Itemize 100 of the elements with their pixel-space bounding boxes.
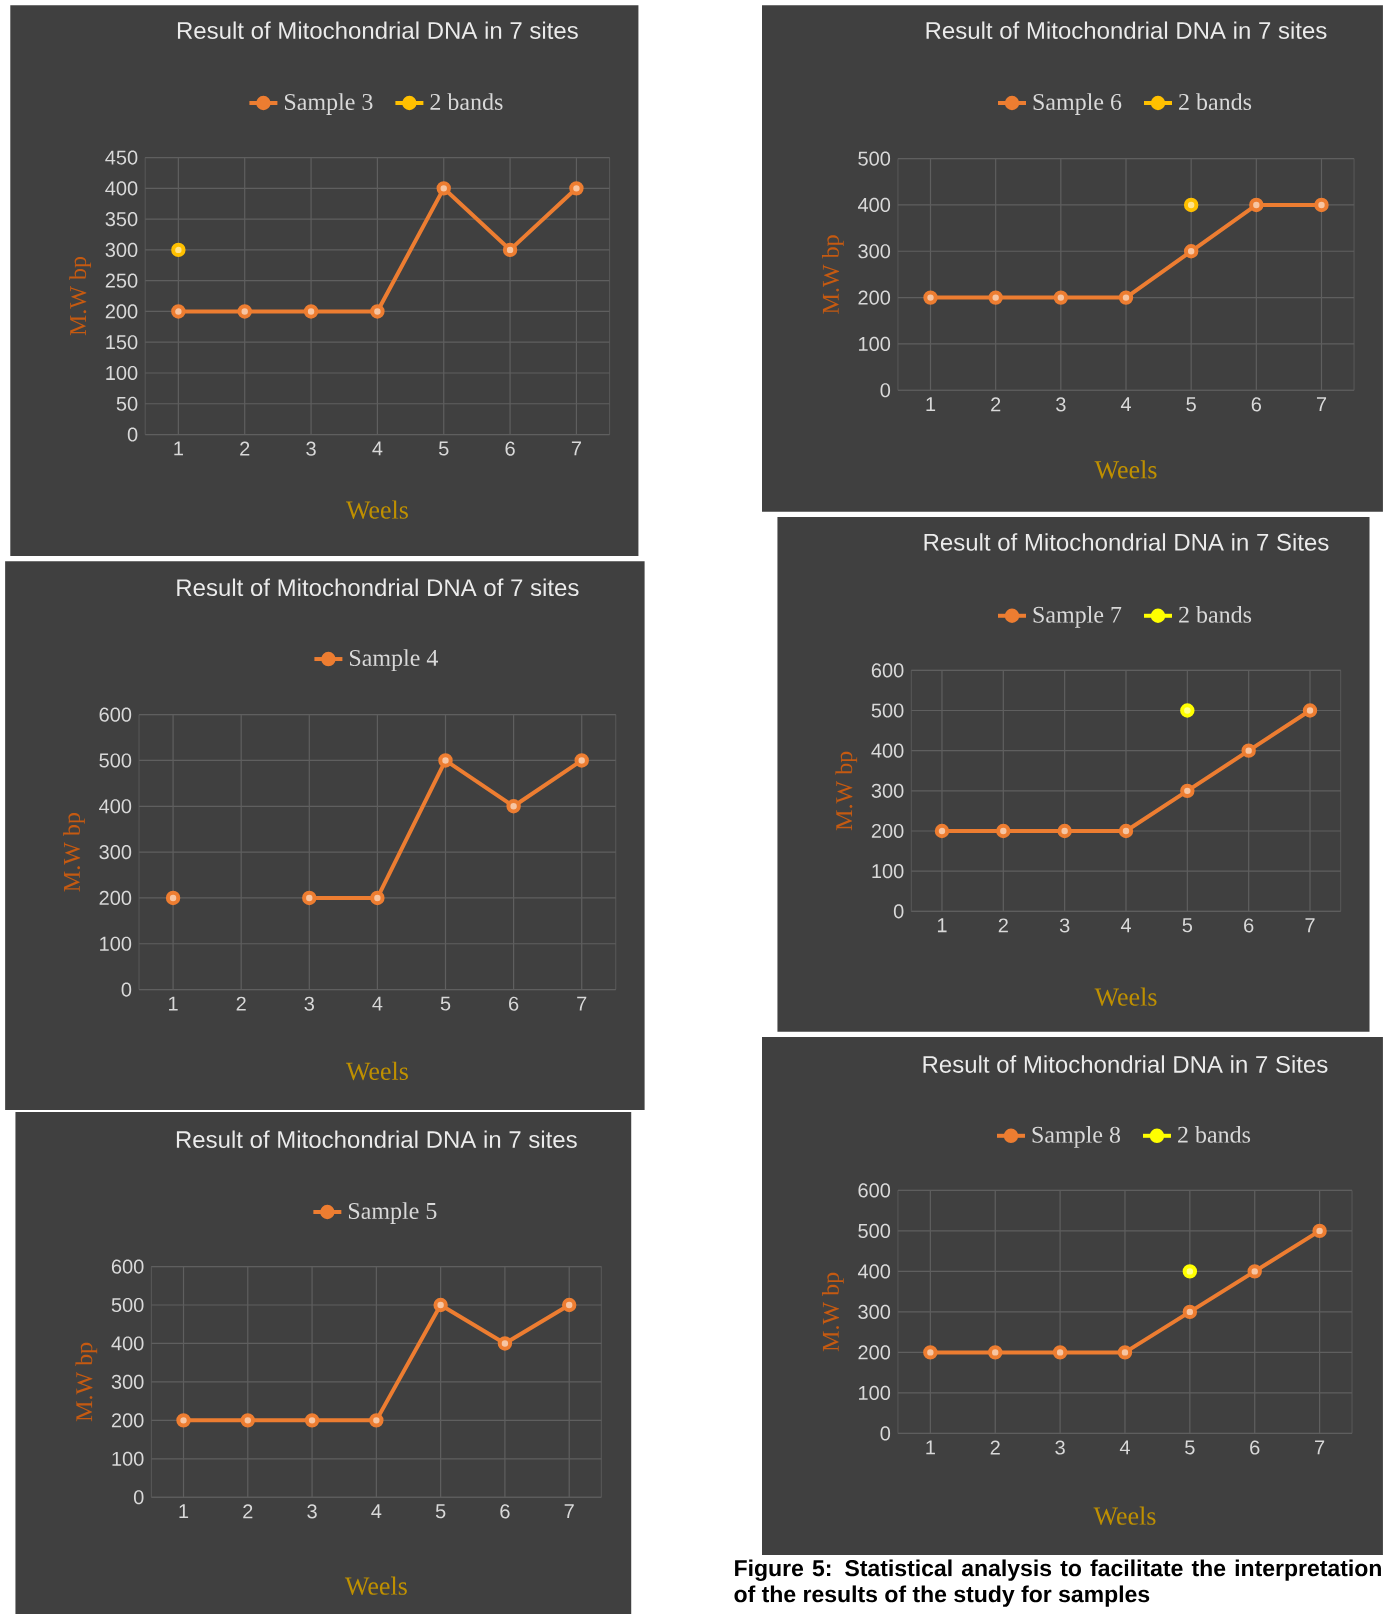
point xyxy=(1117,1345,1133,1360)
x-axis-title: Weels xyxy=(1094,460,1157,479)
y-tick-label: 400 xyxy=(105,181,138,196)
point xyxy=(1249,197,1264,213)
x-axis-title: Weels xyxy=(344,1576,407,1596)
y-axis-title: M.W bp xyxy=(821,1272,844,1352)
point xyxy=(1052,1345,1068,1360)
x-tick-label: 6 xyxy=(505,441,515,456)
point xyxy=(1182,1264,1198,1279)
x-tick-label: 5 xyxy=(435,1504,446,1519)
x-tick-label: 1 xyxy=(179,1504,189,1519)
y-tick-label: 150 xyxy=(106,335,138,350)
x-tick-label: 5 xyxy=(438,441,449,456)
point xyxy=(502,242,518,258)
point xyxy=(370,304,385,319)
x-tick-label: 1 xyxy=(174,441,183,456)
y-tick-label: 300 xyxy=(105,242,138,257)
y-tick-label: 600 xyxy=(858,1183,891,1198)
y-tick-label: 500 xyxy=(111,1297,144,1313)
x-axis-title: Weels xyxy=(1094,987,1157,1006)
x-axis-title: Weels xyxy=(345,500,408,519)
y-tick-label: 500 xyxy=(99,753,132,768)
y-tick-label: 0 xyxy=(133,1490,144,1505)
y-tick-label: 500 xyxy=(858,1223,891,1238)
x-tick-label: 3 xyxy=(306,441,316,456)
point xyxy=(438,753,453,768)
point xyxy=(304,1413,320,1428)
x-tick-label: 3 xyxy=(304,996,314,1011)
point xyxy=(302,890,317,906)
point xyxy=(1180,703,1195,718)
x-tick-label: 2 xyxy=(990,1440,1000,1455)
point xyxy=(561,1297,577,1313)
x-tick-label: 2 xyxy=(998,918,1008,933)
point xyxy=(569,181,584,196)
point xyxy=(1057,823,1072,839)
x-tick-label: 4 xyxy=(1120,918,1131,933)
x-axis-title: Weels xyxy=(345,1061,408,1081)
y-tick-label: 500 xyxy=(858,151,891,166)
x-tick-label: 7 xyxy=(1315,1440,1325,1455)
x-tick-label: 3 xyxy=(307,1504,317,1519)
point xyxy=(436,181,451,196)
x-tick-label: 4 xyxy=(372,996,383,1011)
legend-label: Sample 6 xyxy=(1033,93,1122,115)
y-tick-label: 500 xyxy=(871,703,904,718)
x-tick-label: 2 xyxy=(991,397,1001,412)
point xyxy=(1053,290,1069,305)
y-tick-label: 300 xyxy=(858,244,891,259)
y-tick-label: 100 xyxy=(872,864,904,879)
point xyxy=(1312,1223,1327,1239)
legend-label: 2 bands xyxy=(430,93,503,111)
point xyxy=(165,890,181,906)
point xyxy=(988,1345,1003,1360)
y-tick-label: 0 xyxy=(127,427,138,442)
y-tick-label: 50 xyxy=(116,396,138,411)
x-tick-label: 1 xyxy=(937,918,947,933)
y-tick-label: 200 xyxy=(105,304,138,319)
point xyxy=(303,304,319,319)
point xyxy=(1118,823,1134,839)
point xyxy=(237,304,252,319)
point xyxy=(497,1336,513,1351)
y-tick-label: 400 xyxy=(857,1264,891,1279)
y-tick-label: 100 xyxy=(106,365,138,381)
point xyxy=(988,290,1003,305)
y-axis-title: M.W bp xyxy=(63,813,85,892)
point xyxy=(1247,1264,1262,1279)
x-tick-label: 7 xyxy=(1305,918,1315,933)
x-tick-label: 3 xyxy=(1056,397,1066,412)
y-tick-label: 100 xyxy=(859,1385,891,1400)
point xyxy=(923,1345,938,1360)
point xyxy=(433,1297,448,1313)
legend-label: Sample 5 xyxy=(348,1202,437,1224)
point xyxy=(369,1413,384,1428)
x-tick-label: 6 xyxy=(1250,1440,1260,1455)
y-axis-title: M.W bp xyxy=(835,751,858,831)
x-tick-label: 4 xyxy=(372,441,383,456)
x-tick-label: 5 xyxy=(1185,1440,1195,1455)
y-tick-label: 100 xyxy=(859,336,891,352)
x-tick-label: 5 xyxy=(440,996,451,1011)
point xyxy=(1118,290,1134,305)
x-tick-label: 4 xyxy=(1119,1440,1130,1455)
legend-label: 2 bands xyxy=(1178,1125,1251,1143)
point xyxy=(1182,1304,1198,1320)
y-tick-label: 600 xyxy=(871,663,904,678)
y-tick-label: 100 xyxy=(100,936,132,951)
point xyxy=(1302,703,1318,718)
point xyxy=(171,304,186,319)
legend-label: Sample 7 xyxy=(1033,605,1122,628)
y-tick-label: 250 xyxy=(105,273,138,288)
x-tick-label: 1 xyxy=(926,397,936,412)
point xyxy=(934,823,950,839)
y-tick-label: 0 xyxy=(121,982,132,997)
x-tick-label: 4 xyxy=(1120,397,1131,412)
y-axis-title: M.W bp xyxy=(75,1342,98,1422)
chart-title: Result of Mitochondrial DNA of 7 sites xyxy=(177,578,579,597)
x-tick-label: 7 xyxy=(564,1504,574,1519)
chart-title: Result of Mitochondrial DNA in 7 sites xyxy=(177,21,578,40)
point xyxy=(370,890,385,906)
point xyxy=(1241,743,1256,758)
point xyxy=(506,799,521,814)
x-tick-label: 5 xyxy=(1182,918,1193,933)
